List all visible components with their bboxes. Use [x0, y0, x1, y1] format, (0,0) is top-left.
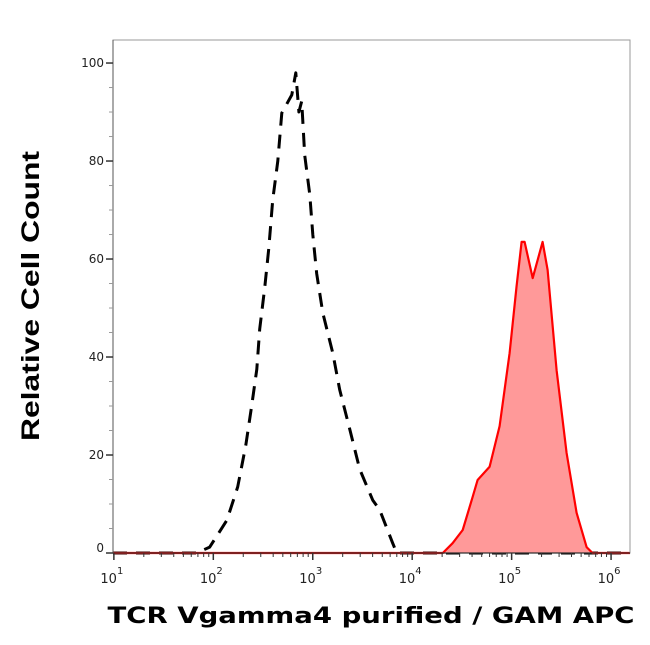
x-tick-label: 104 — [399, 566, 422, 587]
series-fill-1 — [113, 241, 630, 553]
y-tick-label: 60 — [89, 252, 104, 266]
x-tick-label: 105 — [498, 566, 521, 587]
y-tick-label: 40 — [89, 350, 104, 364]
x-tick-exponent: 1 — [117, 566, 123, 577]
x-tick-exponent: 4 — [415, 566, 421, 577]
y-tick-label: 20 — [89, 448, 104, 462]
x-axis-title: TCR Vgamma4 purified / GAM APC — [108, 604, 635, 629]
x-tick-base: 10 — [299, 572, 316, 587]
y-tick-label: 0 — [96, 541, 104, 555]
x-tick-base: 10 — [100, 572, 117, 587]
x-tick-label: 106 — [598, 566, 621, 587]
x-tick-base: 10 — [498, 572, 515, 587]
x-tick-label: 101 — [100, 566, 123, 587]
y-axis-ticks: 0 20 40 60 80 100 — [81, 56, 113, 555]
series-line-1 — [113, 240, 630, 555]
series-layer — [113, 71, 630, 555]
x-tick-base: 10 — [598, 572, 615, 587]
y-axis-title: Relative Cell Count — [17, 150, 45, 441]
x-tick-exponent: 6 — [614, 566, 620, 577]
x-tick-exponent: 3 — [316, 566, 322, 577]
y-tick-label: 100 — [81, 56, 104, 70]
x-tick-exponent: 5 — [515, 566, 521, 577]
x-tick-label: 102 — [200, 566, 223, 587]
x-tick-exponent: 2 — [216, 566, 222, 577]
series-line-0 — [113, 71, 630, 555]
x-tick-base: 10 — [399, 572, 416, 587]
x-tick-base: 10 — [200, 572, 217, 587]
x-tick-label: 103 — [299, 566, 322, 587]
y-tick-label: 80 — [89, 154, 104, 168]
